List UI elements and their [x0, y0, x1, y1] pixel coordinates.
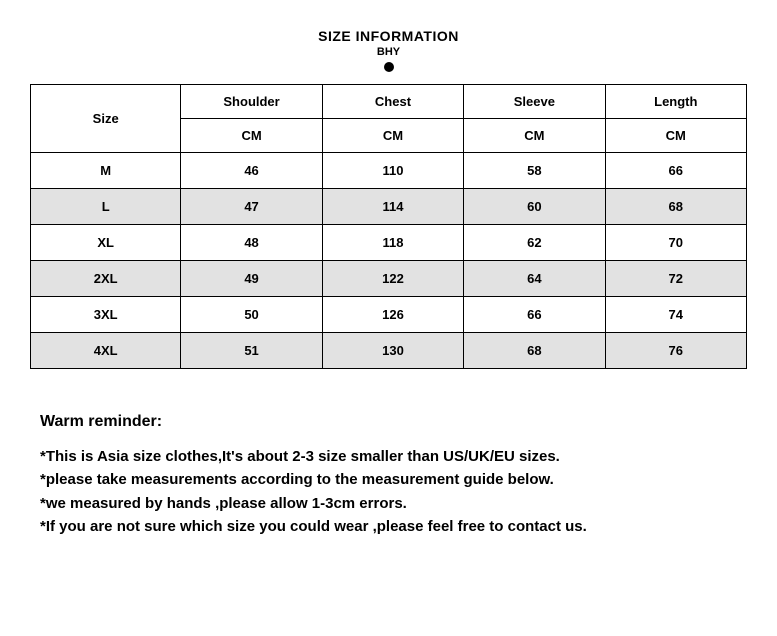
column-header: Shoulder — [181, 85, 322, 119]
measurement-cell: 64 — [464, 261, 605, 297]
measurement-cell: 126 — [322, 297, 463, 333]
table-row: 3XL501266674 — [31, 297, 747, 333]
reminder-heading: Warm reminder: — [40, 413, 747, 431]
measurement-cell: 51 — [181, 333, 322, 369]
measurement-cell: 122 — [322, 261, 463, 297]
table-header: Size Shoulder Chest Sleeve Length CM CM … — [31, 85, 747, 153]
column-unit: CM — [605, 119, 746, 153]
brand-subtitle: BHY — [30, 46, 747, 58]
table-body: M461105866L471146068XL4811862702XL491226… — [31, 153, 747, 369]
measurement-cell: 110 — [322, 153, 463, 189]
size-cell: 3XL — [31, 297, 181, 333]
size-cell: L — [31, 189, 181, 225]
measurement-cell: 68 — [464, 333, 605, 369]
column-header: Length — [605, 85, 746, 119]
measurement-cell: 76 — [605, 333, 746, 369]
dot-icon — [384, 62, 394, 72]
size-cell: 4XL — [31, 333, 181, 369]
measurement-cell: 60 — [464, 189, 605, 225]
measurement-cell: 70 — [605, 225, 746, 261]
table-row: 2XL491226472 — [31, 261, 747, 297]
table-header-row: Size Shoulder Chest Sleeve Length — [31, 85, 747, 119]
table-row: 4XL511306876 — [31, 333, 747, 369]
measurement-cell: 48 — [181, 225, 322, 261]
reminder-block: Warm reminder: *This is Asia size clothe… — [40, 413, 747, 538]
reminder-line: *If you are not sure which size you coul… — [40, 515, 747, 538]
size-cell: M — [31, 153, 181, 189]
measurement-cell: 58 — [464, 153, 605, 189]
header-block: SIZE INFORMATION BHY — [30, 28, 747, 72]
measurement-cell: 72 — [605, 261, 746, 297]
measurement-cell: 66 — [605, 153, 746, 189]
size-cell: XL — [31, 225, 181, 261]
reminder-line: *please take measurements according to t… — [40, 468, 747, 491]
size-column-header: Size — [31, 85, 181, 153]
measurement-cell: 114 — [322, 189, 463, 225]
column-unit: CM — [322, 119, 463, 153]
table-row: M461105866 — [31, 153, 747, 189]
reminder-lines: *This is Asia size clothes,It's about 2-… — [40, 445, 747, 538]
size-table: Size Shoulder Chest Sleeve Length CM CM … — [30, 84, 747, 369]
measurement-cell: 66 — [464, 297, 605, 333]
measurement-cell: 74 — [605, 297, 746, 333]
measurement-cell: 68 — [605, 189, 746, 225]
reminder-line: *This is Asia size clothes,It's about 2-… — [40, 445, 747, 468]
page-title: SIZE INFORMATION — [30, 28, 747, 44]
column-header: Chest — [322, 85, 463, 119]
measurement-cell: 49 — [181, 261, 322, 297]
column-header: Sleeve — [464, 85, 605, 119]
column-unit: CM — [181, 119, 322, 153]
table-row: XL481186270 — [31, 225, 747, 261]
measurement-cell: 47 — [181, 189, 322, 225]
measurement-cell: 130 — [322, 333, 463, 369]
column-unit: CM — [464, 119, 605, 153]
size-cell: 2XL — [31, 261, 181, 297]
measurement-cell: 50 — [181, 297, 322, 333]
measurement-cell: 46 — [181, 153, 322, 189]
measurement-cell: 118 — [322, 225, 463, 261]
measurement-cell: 62 — [464, 225, 605, 261]
table-row: L471146068 — [31, 189, 747, 225]
reminder-line: *we measured by hands ,please allow 1-3c… — [40, 492, 747, 515]
